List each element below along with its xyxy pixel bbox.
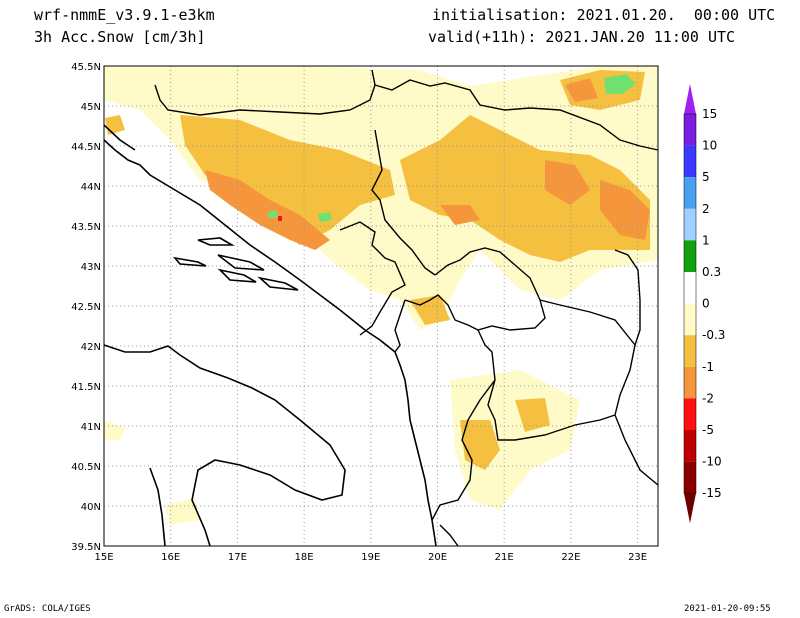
colorbar-label: 2 [702, 202, 710, 216]
lon-label: 18E [295, 552, 314, 563]
country-borders [154, 69, 659, 547]
lat-label: 41.5N [71, 382, 101, 393]
lat-label: 44N [81, 182, 101, 193]
longitude-labels: 15E 16E 17E 18E 19E 20E 21E 22E 23E [94, 552, 647, 563]
lon-label: 23E [628, 552, 647, 563]
colorbar-label: 15 [702, 107, 717, 121]
colorbar-swatch [684, 145, 696, 178]
map-frame [103, 65, 659, 547]
colorbar-label: -1 [702, 360, 714, 374]
colorbar-border [683, 113, 697, 494]
colorbar-top-arrow [684, 84, 696, 114]
colorbar-swatch [684, 335, 696, 367]
field-title: 3h Acc.Snow [cm/3h] [34, 28, 206, 46]
lon-label: 16E [161, 552, 180, 563]
colorbar-swatch [684, 366, 696, 399]
colorbar-label: 10 [702, 139, 717, 153]
snow-shading-heavy [205, 78, 650, 250]
lat-label: 41N [81, 422, 101, 433]
lon-label: 20E [428, 552, 447, 563]
colorbar-label: -10 [702, 455, 722, 469]
lat-label: 40.5N [71, 462, 101, 473]
model-name: wrf-nmmE_v3.9.1-e3km [34, 6, 215, 24]
lon-label: 17E [228, 552, 247, 563]
colorbar-label: 0.3 [702, 265, 721, 279]
grads-credit: GrADS: COLA/IGES [4, 604, 91, 614]
colorbar-swatch [684, 398, 696, 430]
colorbar-swatch [684, 272, 696, 304]
lat-label: 42N [81, 342, 101, 353]
colorbar-label: -0.3 [702, 328, 725, 342]
colorbar: 15 10 5 2 1 0.3 0 -0.3 -1 -2 -5 -10 -15 [683, 84, 725, 524]
latitude-labels: 45.5N 45N 44.5N 44N 43.5N 43N 42.5N 42N 41.5N 41N… [71, 62, 101, 553]
lat-label: 43.5N [71, 222, 101, 233]
colorbar-label: -5 [702, 423, 714, 437]
lon-label: 22E [561, 552, 580, 563]
colorbar-label: 5 [702, 170, 710, 184]
lon-label: 21E [495, 552, 514, 563]
colorbar-swatch [684, 430, 696, 462]
lat-label: 39.5N [71, 542, 101, 553]
init-time: initialisation: 2021.01.20. 00:00 UTC [432, 6, 776, 24]
colorbar-bottom-arrow [684, 493, 696, 524]
colorbar-label: -2 [702, 391, 714, 405]
colorbar-label: -15 [702, 486, 722, 500]
lat-label: 40N [81, 502, 101, 513]
render-timestamp: 2021-01-20-09:55 [684, 604, 771, 614]
valid-time: valid(+11h): 2021.JAN.20 11:00 UTC [428, 28, 736, 46]
snow-extreme-spot [278, 216, 282, 221]
colorbar-swatch [684, 114, 696, 146]
lat-label: 44.5N [71, 142, 101, 153]
snow-green-spots [268, 74, 636, 222]
lon-label: 15E [94, 552, 113, 563]
lat-label: 45N [81, 102, 101, 113]
colorbar-swatch [684, 461, 696, 494]
colorbar-swatch [684, 208, 696, 241]
coastlines [103, 124, 437, 547]
lon-label: 19E [361, 552, 380, 563]
lat-label: 43N [81, 262, 101, 273]
colorbar-swatch [684, 177, 696, 209]
colorbar-label: 1 [702, 233, 710, 247]
colorbar-label: 0 [702, 297, 710, 311]
lat-label: 42.5N [71, 302, 101, 313]
colorbar-swatch [684, 303, 696, 336]
lat-label: 45.5N [71, 62, 101, 73]
colorbar-swatch [684, 240, 696, 272]
